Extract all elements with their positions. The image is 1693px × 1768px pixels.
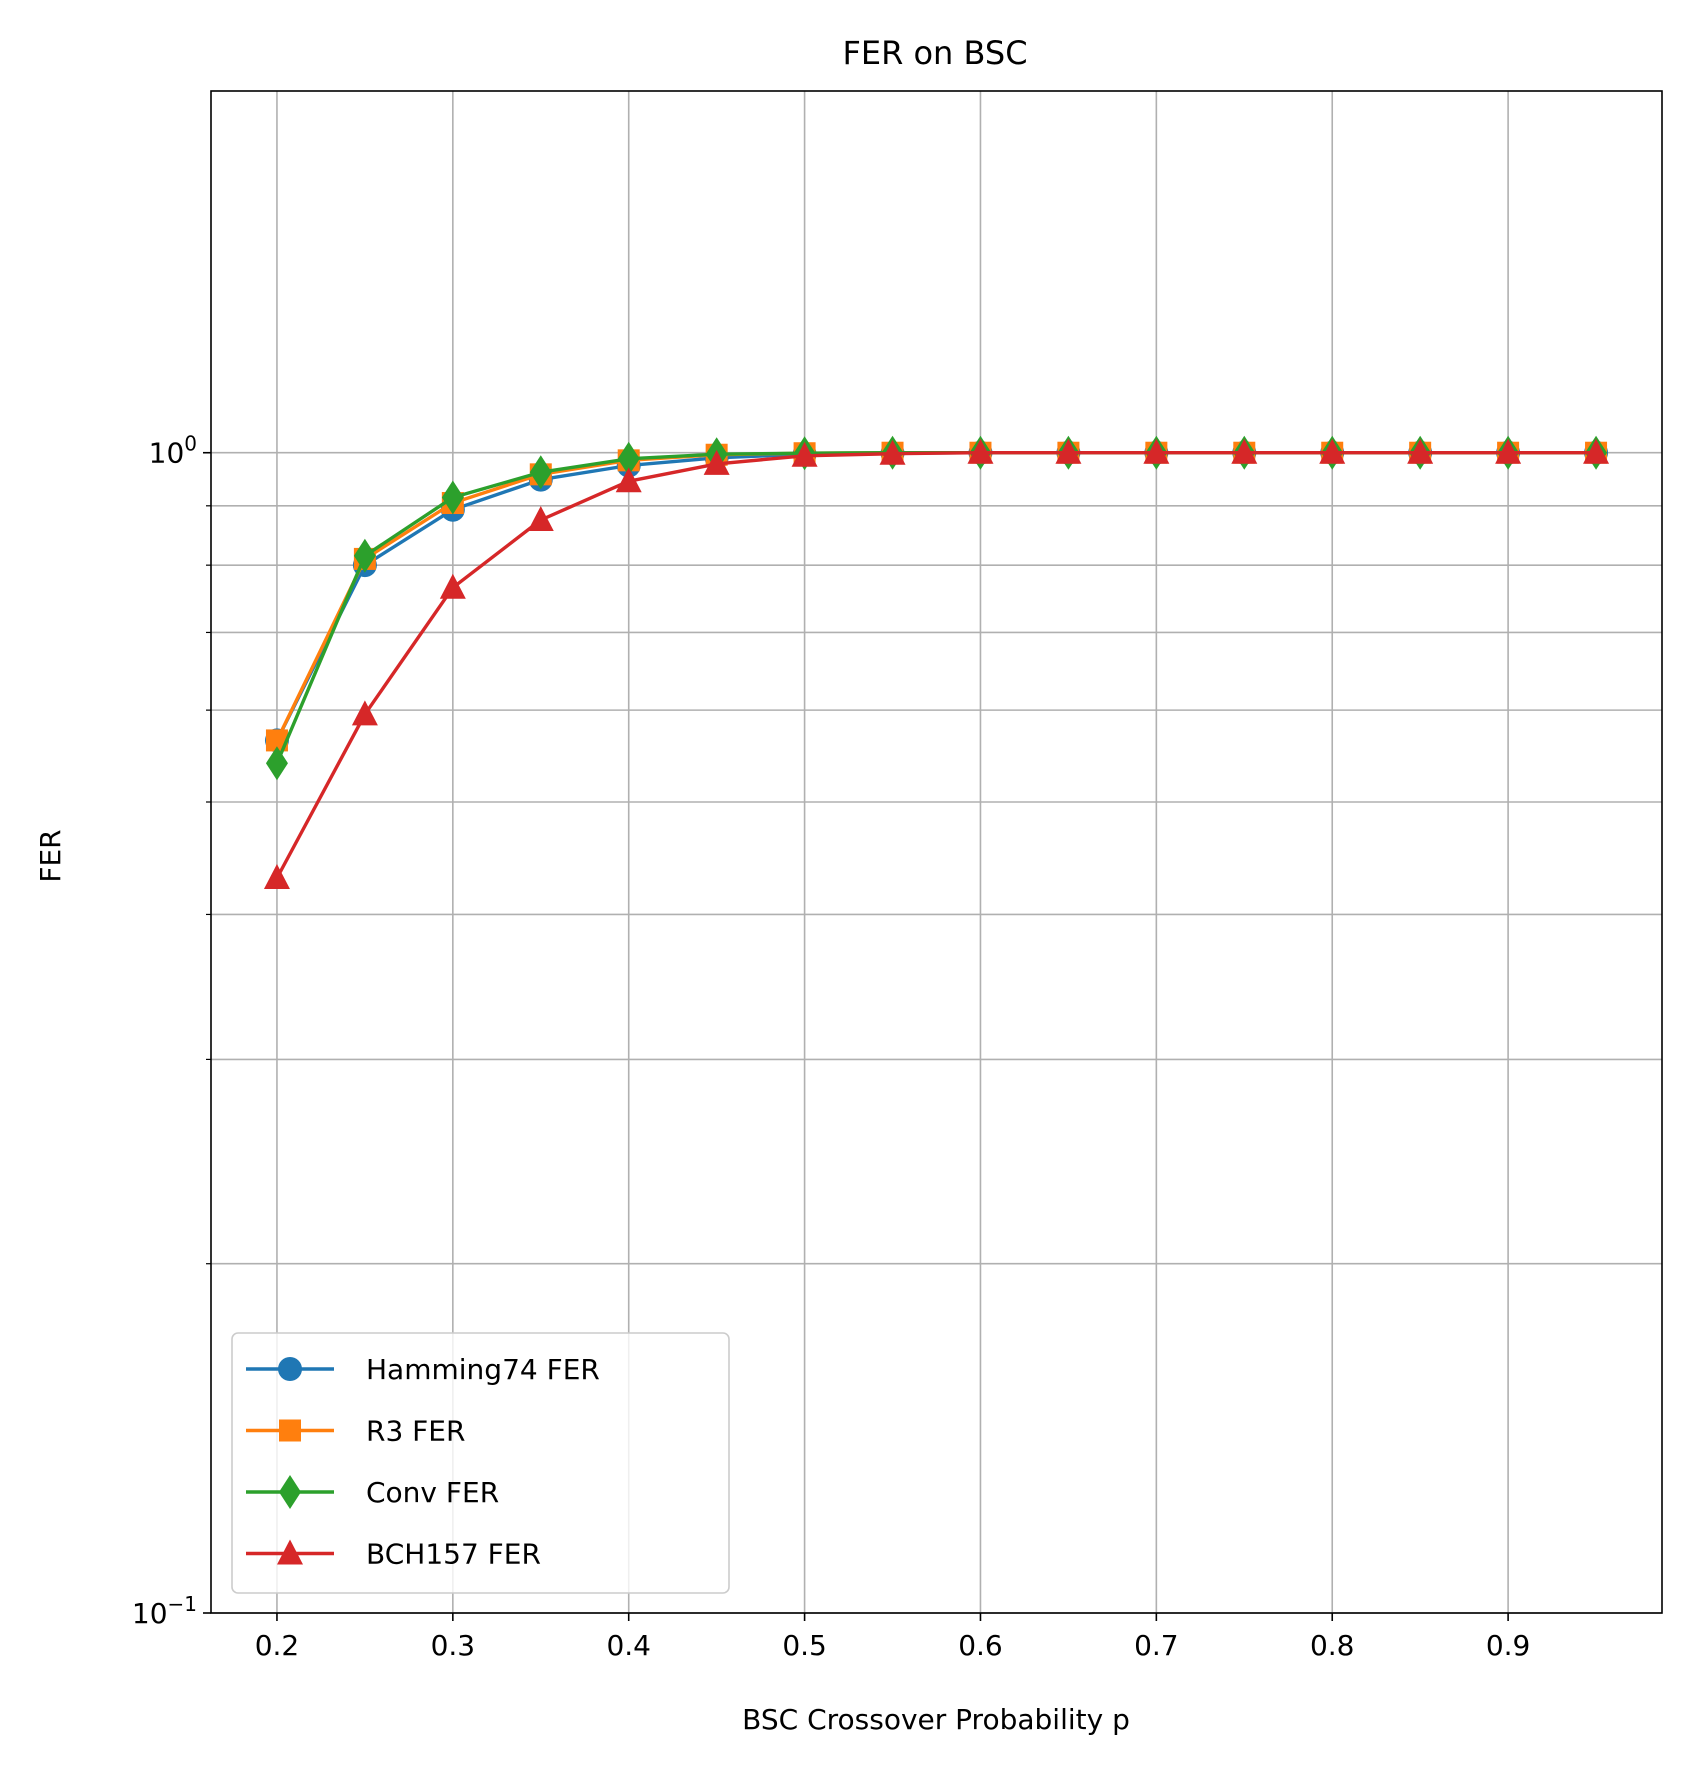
data-point bbox=[265, 729, 288, 752]
data-point bbox=[527, 506, 554, 532]
series-bch157-fer bbox=[263, 438, 1610, 890]
legend: Hamming74 FER R3 FER Conv FER BCH157 FER bbox=[231, 1332, 730, 1594]
legend-marker bbox=[279, 1475, 301, 1509]
axis-ticks: 0.2 0.3 0.4 0.5 0.6 0.7 0.8 0.9 100 10−1 bbox=[132, 432, 1530, 1662]
data-point bbox=[1055, 438, 1082, 464]
x-tick-label: 0.9 bbox=[1486, 1629, 1531, 1662]
data-point bbox=[263, 864, 290, 890]
legend-marker bbox=[277, 1539, 303, 1565]
x-tick-label: 0.6 bbox=[958, 1629, 1003, 1662]
legend-label: BCH157 FER bbox=[366, 1538, 541, 1571]
y-tick-label: 100 bbox=[149, 432, 197, 470]
data-point bbox=[1319, 438, 1346, 464]
data-point bbox=[351, 700, 378, 726]
data-point bbox=[967, 438, 994, 464]
data-point bbox=[1407, 438, 1434, 464]
plot-frame bbox=[210, 90, 1663, 1614]
data-point bbox=[703, 449, 730, 475]
y-tick-label: 10−1 bbox=[132, 1592, 197, 1630]
x-tick-label: 0.5 bbox=[782, 1629, 827, 1662]
data-point bbox=[353, 538, 376, 573]
data-point bbox=[529, 455, 552, 490]
y-axis-label: FER bbox=[34, 829, 67, 882]
data-point bbox=[617, 441, 640, 476]
data-point bbox=[879, 439, 906, 465]
legend-marker bbox=[279, 1419, 301, 1442]
series-layer bbox=[263, 435, 1610, 890]
legend-box bbox=[231, 1332, 730, 1594]
x-axis-label: BSC Crossover Probability p bbox=[742, 1703, 1130, 1736]
chart-title: FER on BSC bbox=[842, 34, 1027, 72]
legend-label: R3 FER bbox=[366, 1415, 465, 1448]
data-point bbox=[439, 573, 466, 599]
x-tick-label: 0.7 bbox=[1134, 1629, 1179, 1662]
data-point bbox=[1231, 438, 1258, 464]
legend-label: Hamming74 FER bbox=[366, 1353, 600, 1386]
data-point bbox=[265, 746, 288, 781]
data-point bbox=[1583, 438, 1610, 464]
data-point bbox=[791, 441, 818, 467]
x-tick-label: 0.3 bbox=[431, 1629, 476, 1662]
x-tick-label: 0.2 bbox=[255, 1629, 300, 1662]
series-line bbox=[275, 451, 1596, 879]
legend-marker bbox=[278, 1357, 302, 1381]
x-tick-label: 0.8 bbox=[1310, 1629, 1355, 1662]
data-point bbox=[441, 480, 464, 515]
legend-label: Conv FER bbox=[366, 1476, 499, 1509]
data-point bbox=[1495, 438, 1522, 464]
data-point bbox=[1143, 438, 1170, 464]
x-tick-label: 0.4 bbox=[606, 1629, 651, 1662]
data-point bbox=[615, 467, 642, 493]
